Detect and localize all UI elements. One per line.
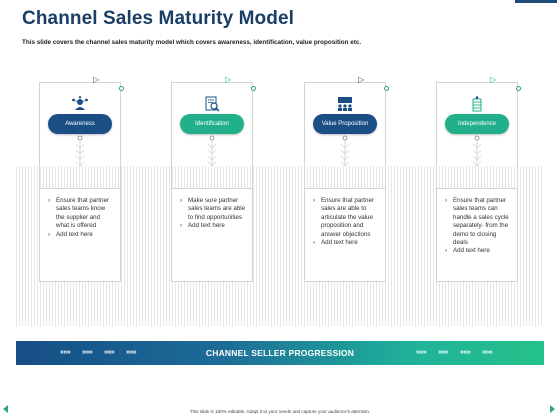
- previous-slide-icon[interactable]: [3, 405, 8, 413]
- stage-bullet: Add text here: [445, 247, 511, 256]
- stage-label-pill: Value Proposition: [313, 114, 377, 134]
- chevron-right-icon: »»»: [482, 349, 493, 356]
- stage-label-pill: Identification: [180, 114, 244, 134]
- top-accent-bar: [515, 0, 557, 3]
- connector-icon: [340, 135, 350, 167]
- progress-bar: »»» »»» »»» »»» CHANNEL SELLER PROGRESSI…: [16, 341, 544, 365]
- stage-label-pill: Independence: [445, 114, 509, 134]
- dot-marker-icon: [251, 86, 256, 91]
- dot-marker-icon: [516, 86, 521, 91]
- play-marker-icon: ▷: [93, 75, 100, 84]
- stage-text-card: Make sure partner sales teams are able t…: [171, 188, 253, 282]
- stage-bullet: Ensure that partner sales teams can hand…: [445, 197, 511, 247]
- stage-text-card: Ensure that partner sales are able to ar…: [304, 188, 386, 282]
- connector-icon: [207, 135, 217, 167]
- ladder-icon: [467, 96, 487, 112]
- search-document-icon: [202, 96, 222, 112]
- chevron-right-icon: »»»: [438, 349, 449, 356]
- chevron-right-icon: »»»: [82, 349, 93, 356]
- chevron-right-icon: »»»: [460, 349, 471, 356]
- next-slide-icon[interactable]: [550, 405, 555, 413]
- connector-icon: [75, 135, 85, 167]
- play-marker-icon: ▷: [490, 75, 497, 84]
- chevron-right-icon: »»»: [104, 349, 115, 356]
- play-marker-icon: ▷: [358, 75, 365, 84]
- stage-column-awareness: ▷ Awareness Ensure that partner sales te…: [39, 76, 124, 282]
- chevron-right-icon: »»»: [416, 349, 427, 356]
- footer-text: This slide is 100% editable. Adapt it to…: [189, 409, 371, 414]
- dot-marker-icon: [119, 86, 124, 91]
- chevron-right-icon: »»»: [126, 349, 137, 356]
- progress-label: CHANNEL SELLER PROGRESSION: [205, 348, 355, 358]
- play-marker-icon: ▷: [225, 75, 232, 84]
- chevron-right-icon: »»»: [60, 349, 71, 356]
- stage-bullet: Add text here: [48, 231, 114, 240]
- stage-text-card: Ensure that partner sales teams can hand…: [436, 188, 518, 282]
- stage-column-identification: ▷ Identification Make sure partner sales…: [171, 76, 256, 282]
- stage-label-pill: Awareness: [48, 114, 112, 134]
- stage-bullet: Ensure that partner sales teams know the…: [48, 197, 114, 231]
- stage-column-independence: ▷ Independence Ensure that partner sales…: [436, 76, 521, 282]
- dot-marker-icon: [384, 86, 389, 91]
- stage-column-value-proposition: ▷ Value Proposition Ensure that partner …: [304, 76, 389, 282]
- people-network-icon: [70, 96, 90, 112]
- connector-icon: [472, 135, 482, 167]
- stage-bullet: Add text here: [180, 222, 246, 231]
- stage-bullet: Make sure partner sales teams are able t…: [180, 197, 246, 222]
- page-subtitle: This slide covers the channel sales matu…: [22, 39, 362, 46]
- stage-bullet: Ensure that partner sales are able to ar…: [313, 197, 379, 239]
- page-title: Channel Sales Maturity Model: [22, 8, 295, 29]
- stage-bullet: Add text here: [313, 239, 379, 248]
- stage-text-card: Ensure that partner sales teams know the…: [39, 188, 121, 282]
- team-presentation-icon: [335, 96, 355, 112]
